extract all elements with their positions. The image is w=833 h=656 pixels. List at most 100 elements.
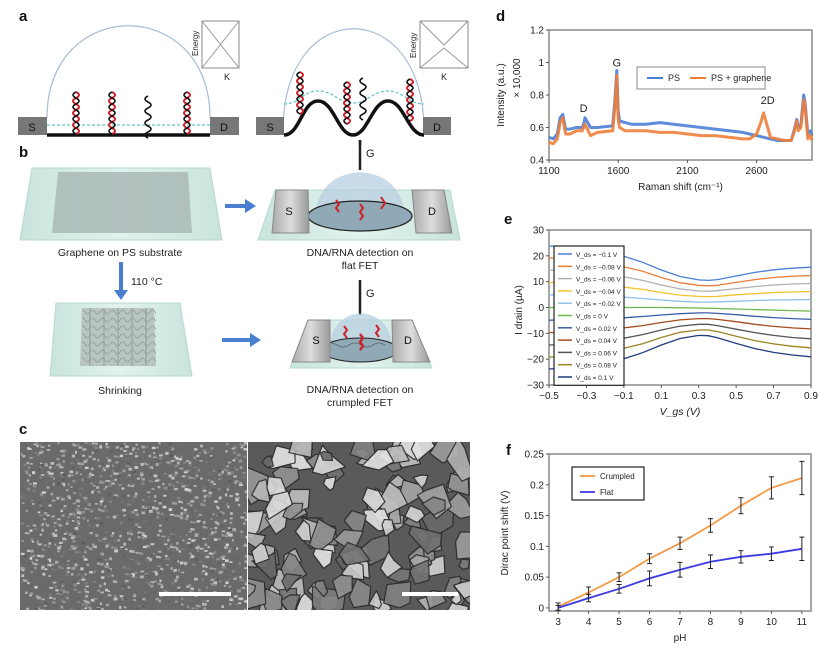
sem-texture [90,474,95,476]
sem-texture [236,497,241,499]
sem-texture [202,561,207,564]
sem-texture [35,595,39,598]
sem-texture [218,472,222,475]
sem-texture [107,575,111,578]
sem-texture [37,453,40,457]
sem-texture [195,474,199,478]
sem-texture [141,505,145,509]
sem-flake [407,525,443,555]
sem-texture [187,584,192,587]
sem-texture [41,491,45,494]
sem-texture [129,533,134,536]
sem-texture [91,442,95,445]
sem-texture [71,454,75,458]
sem-texture [122,566,127,569]
sem-texture [245,596,247,599]
sem-texture [132,448,135,451]
sem-texture [72,533,76,537]
sem-texture [107,590,111,592]
sem-texture [90,545,94,548]
sem-texture [176,575,179,579]
sem-flake [281,573,303,593]
sem-texture [121,587,125,589]
sem-texture [166,564,169,566]
sem-texture [223,468,227,472]
sem-texture [50,518,55,521]
sem-flake [410,442,436,462]
sem-texture [81,478,84,482]
sem-texture [143,462,147,465]
sem-texture [39,504,42,507]
sem-texture [105,603,110,607]
sem-texture [112,579,116,583]
sem-texture [150,582,153,585]
sem-texture [145,581,149,584]
sem-texture [53,522,57,524]
sem-texture [98,508,101,512]
sem-texture [39,513,43,517]
peak-label: 2D [761,95,775,107]
sem-texture [229,494,233,498]
sem-texture [128,474,131,477]
sem-texture [130,547,134,550]
x-tick-label: 2100 [676,166,699,177]
sem-texture [116,455,121,458]
sem-texture [169,546,174,548]
sem-texture [43,510,47,512]
sem-texture [61,507,66,510]
sem-texture [200,502,204,506]
sem-texture [68,568,71,571]
ssdna-probe [359,77,367,121]
crumpled-fet-caption-line1: DNA/RNA detection on [307,384,414,396]
panel-b-process-schematic: Graphene on PS substrate 110 °C Shrinkin… [19,140,461,409]
sem-texture [111,469,115,472]
sem-texture [24,579,28,583]
peak-label: G [613,58,622,70]
sem-texture [111,574,114,577]
sem-texture [60,605,64,609]
sem-texture [210,552,214,555]
sem-texture [28,483,33,486]
sem-texture [88,528,92,531]
sem-texture [175,481,179,484]
sem-texture [93,585,96,588]
sem-texture [210,455,213,457]
sem-texture [173,568,177,572]
sem-texture [33,528,38,531]
sem-texture [148,560,152,563]
sem-texture [47,471,51,473]
sem-texture [127,463,131,466]
sem-texture [224,559,229,563]
sem-texture [27,466,31,469]
sem-texture [84,442,88,444]
y-tick-label: 0.2 [530,480,544,491]
sem-texture [200,572,205,575]
sem-texture [137,566,142,569]
sem-texture [202,520,206,524]
sem-texture [239,534,243,538]
sem-texture [27,532,30,535]
sem-texture [88,455,92,458]
sem-texture [148,480,153,483]
sem-texture [242,546,245,550]
sem-texture [105,464,110,468]
sem-texture [119,531,123,534]
sem-texture [82,448,87,451]
sem-texture [155,507,159,510]
sem-texture [61,514,65,517]
sem-texture [201,537,206,540]
sem-texture [188,476,191,479]
sem-texture [95,503,98,505]
sem-texture [23,463,27,467]
sem-texture [90,510,94,513]
sem-texture [195,515,200,518]
sem-texture [210,517,213,520]
sem-texture [128,503,131,506]
sem-texture [72,532,77,536]
sem-texture [59,495,63,498]
sem-texture [134,560,138,563]
sem-texture [63,504,67,507]
legend-label: V_ds = −0.06 V [576,277,621,284]
y-axis-label: Intensity (a.u.) [496,63,507,126]
sem-texture [227,577,231,581]
